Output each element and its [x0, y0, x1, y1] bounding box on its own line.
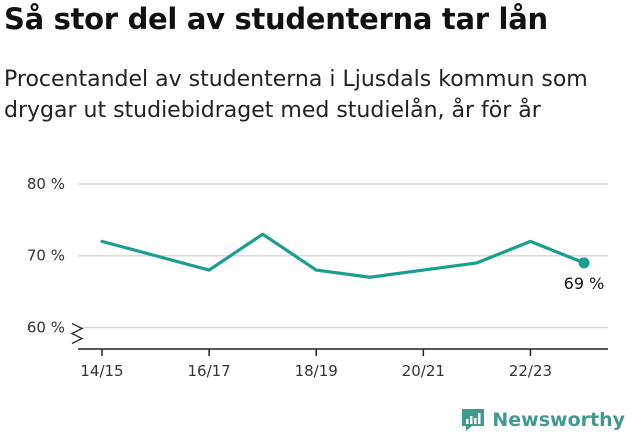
gridlines — [78, 183, 608, 329]
y-tick-label: 80 % — [27, 175, 65, 193]
y-axis-tick-labels: 60 % 70 % 80 % — [27, 175, 65, 336]
last-point-marker — [578, 257, 590, 269]
x-tick-label: 20/21 — [402, 362, 445, 380]
x-tick-label: 22/23 — [509, 362, 552, 380]
series-line — [100, 232, 586, 279]
x-tick-label: 18/19 — [295, 362, 338, 380]
y-tick-label: 60 % — [27, 318, 65, 336]
last-point-label: 69 % — [564, 274, 605, 293]
newsworthy-logo: Newsworthy — [460, 407, 625, 433]
chart-subtitle: Procentandel av studenterna i Ljusdals k… — [4, 67, 588, 123]
brand-name: Newsworthy — [492, 409, 625, 431]
axis-break-icon — [70, 322, 84, 345]
series-group: 69 % — [100, 232, 605, 293]
newsworthy-logo-icon — [462, 409, 485, 431]
x-tick-label: 14/15 — [80, 362, 123, 380]
x-axis-tick-labels: 14/15 16/17 18/19 20/21 22/23 — [80, 362, 552, 380]
chart-title: Så stor del av studenterna tar lån — [4, 2, 548, 36]
x-axis — [70, 322, 608, 356]
x-tick-label: 16/17 — [187, 362, 230, 380]
y-tick-label: 70 % — [27, 247, 65, 265]
